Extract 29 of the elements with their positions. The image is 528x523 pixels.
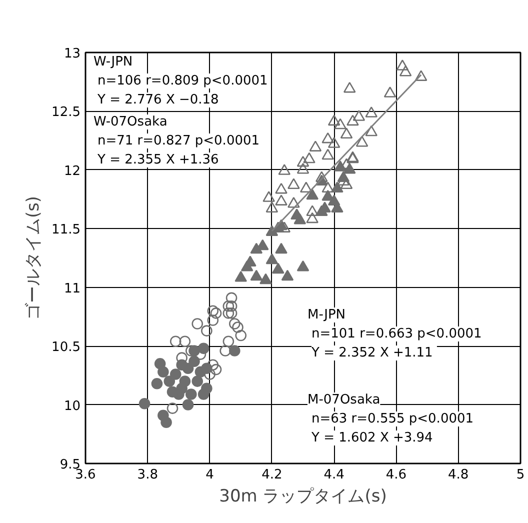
x-tick-label: 4.2 [262,468,282,482]
annotation: n=106 r=0.809 p<0.0001 [98,74,268,88]
annotation: W-JPN [94,54,133,70]
annotation: M-07Osaka [308,392,380,408]
annotation: Y = 2.352 X +1.11 [310,346,433,360]
annotation: Y = 2.355 X +1.36 [96,152,219,168]
annotation: n=63 r=0.555 p<0.0001 [312,412,474,426]
annotation: n=101 r=0.663 p<0.0001 [312,326,482,342]
x-tick-label: 3.8 [137,468,158,482]
y-tick-label: 13 [64,46,81,62]
y-tick-label: 11 [64,281,81,296]
x-axis-title: 30m ラップタイム(s) [219,486,387,506]
y-tick-label: 12.5 [52,105,81,120]
y-axis-title: ゴールタイム(s) [24,196,44,320]
x-tick-label: 5 [516,468,525,482]
x-tick-label: 3.6 [75,468,96,482]
x-tick-label: 4.6 [386,468,407,482]
y-tick-label: 10 [64,398,81,414]
annotation: M-JPN [308,308,346,322]
x-tick-label: 4.8 [448,468,469,482]
annotation: Y = 1.602 X +3.94 [310,430,433,446]
x-tick-label: 4.4 [324,468,344,482]
annotation: n=71 r=0.827 p<0.0001 [98,134,260,148]
y-tick-label: 10.5 [52,340,81,356]
annotation: Y = 2.776 X −0.18 [96,92,219,108]
x-tick-label: 4 [206,468,214,482]
y-tick-label: 11.5 [52,222,81,238]
y-tick-label: 12 [64,164,81,179]
annotation: W-07Osaka [94,114,168,130]
